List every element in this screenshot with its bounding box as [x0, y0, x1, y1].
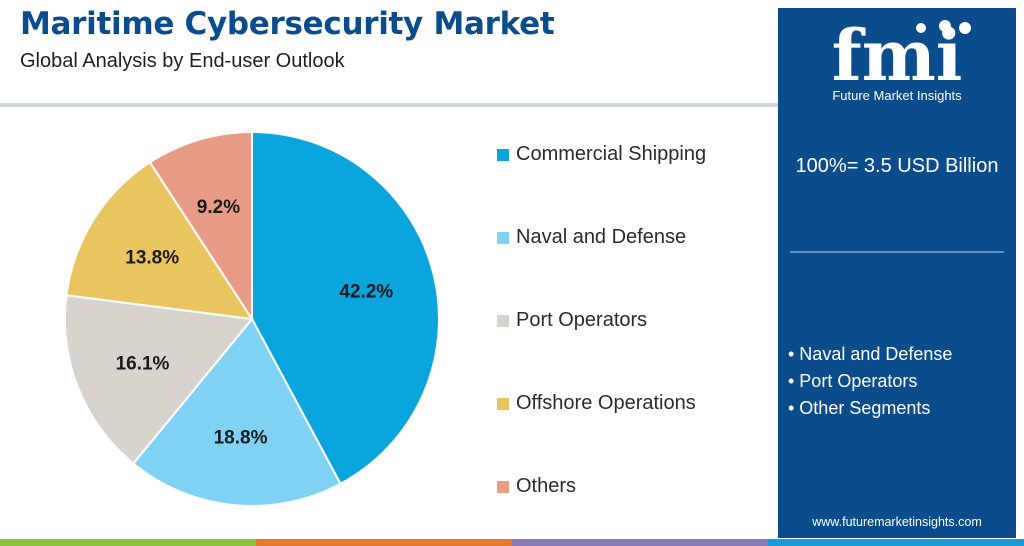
legend-item: Offshore Operations: [497, 392, 696, 415]
legend-swatch: [497, 480, 509, 493]
pie-data-label: 18.8%: [214, 427, 268, 448]
header-divider: [0, 103, 778, 107]
pie-chart: 42.2% 18.8% 16.1% 13.8% 9.2%: [64, 130, 440, 507]
pie-data-label: 42.2%: [339, 281, 393, 302]
info-sidebar: fmi Future Market Insights 100%= 3.5 USD…: [778, 8, 1016, 538]
legend-label: Commercial Shipping: [516, 143, 707, 165]
pie-slice-port-operators: [64, 294, 254, 465]
pie-data-label: 16.1%: [116, 353, 170, 374]
market-total: 100%= 3.5 USD Billion: [795, 155, 999, 177]
legend-swatch: [497, 231, 509, 244]
bottom-bar-segment: [0, 539, 256, 546]
legend-swatch: [497, 314, 509, 327]
logo-globe-icon: [939, 20, 951, 32]
legend-swatch: [497, 397, 509, 410]
legend-label: Others: [516, 475, 577, 497]
logo-wordmark: fmi: [832, 18, 963, 97]
legend-item: Commercial Shipping: [497, 143, 706, 166]
legend-item: Others: [497, 475, 576, 498]
bottom-bar-segment: [256, 539, 512, 546]
segment-item: • Port Operators: [788, 371, 918, 391]
segment-list: • Naval and Defense • Port Operators • O…: [788, 341, 952, 422]
chart-title: Maritime Cybersecurity Market: [20, 6, 555, 42]
bottom-bar-segment: [512, 539, 768, 546]
segment-item: • Naval and Defense: [788, 344, 953, 364]
bottom-color-bar: [0, 539, 1024, 546]
segment-item: • Other Segments: [788, 398, 931, 418]
pie-data-label: 13.8%: [125, 247, 179, 268]
pie-slice-offshore-operations: [65, 160, 255, 321]
sidebar-divider: [790, 251, 1004, 253]
pie-slice-others: [148, 130, 253, 323]
pie-slice-commercial-shipping: [251, 130, 440, 486]
website-url[interactable]: www.futuremarketinsights.com: [812, 515, 982, 529]
legend-label: Port Operators: [516, 309, 648, 331]
logo-globe-icon: [959, 22, 971, 34]
chart-subtitle: Global Analysis by End-user Outlook: [20, 50, 345, 72]
fmi-logo: fmi: [832, 18, 971, 97]
legend-label: Naval and Defense: [516, 226, 687, 248]
bottom-bar-segment: [768, 539, 1024, 546]
logo-globe-icon: [916, 23, 926, 33]
chart-panel: 42.2% 18.8% 16.1% 13.8% 9.2% Commercial Ship…: [0, 107, 778, 539]
logo-subtitle: Future Market Insights: [832, 88, 962, 103]
legend-label: Offshore Operations: [516, 392, 696, 414]
pie-data-label: 9.2%: [197, 197, 240, 218]
pie-slice-naval-and-defense: [131, 317, 342, 507]
legend-swatch: [497, 148, 509, 161]
legend-item: Port Operators: [497, 309, 647, 332]
legend-item: Naval and Defense: [497, 226, 686, 249]
